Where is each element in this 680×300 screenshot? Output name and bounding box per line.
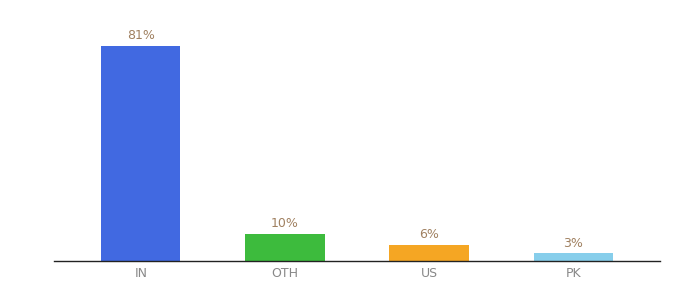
Bar <box>534 253 613 261</box>
Text: 6%: 6% <box>419 228 439 241</box>
Text: 10%: 10% <box>271 218 299 230</box>
Bar <box>390 245 469 261</box>
Bar <box>101 46 180 261</box>
Text: 81%: 81% <box>127 29 155 42</box>
Text: 3%: 3% <box>563 237 583 250</box>
Bar <box>245 235 324 261</box>
